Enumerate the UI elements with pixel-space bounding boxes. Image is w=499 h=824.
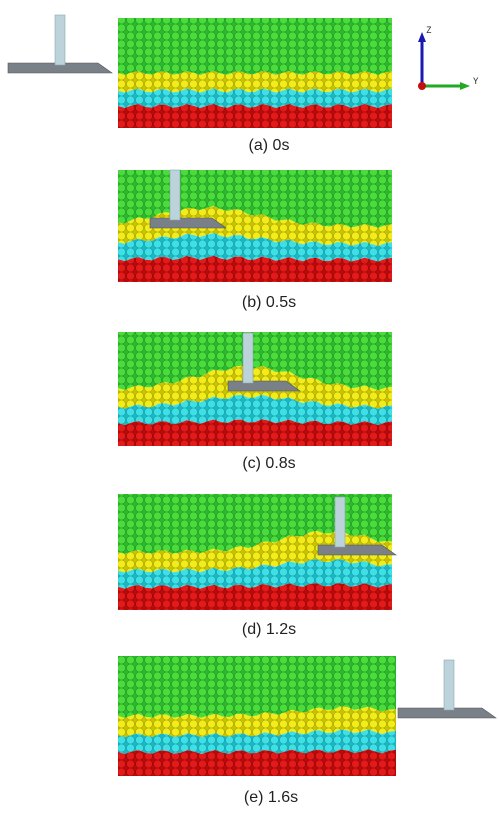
snapshot-panel: (a) 0s [7, 14, 392, 154]
red-layer [118, 104, 392, 128]
green-layer [118, 18, 392, 75]
red-layer [118, 749, 396, 776]
tool-plate [7, 62, 113, 74]
tool-shaft [443, 659, 455, 711]
y-label: Y [473, 77, 479, 87]
tool-shaft [54, 14, 66, 66]
caption: (c) 0.8s [242, 455, 295, 472]
yellow-layer [118, 530, 392, 573]
tool-shaft [334, 496, 346, 548]
red-layer [118, 255, 392, 282]
tool-plate [227, 380, 301, 392]
green-layer [118, 656, 396, 718]
yellow-layer [118, 706, 396, 738]
z-label: Z [426, 26, 432, 36]
green-layer [118, 494, 392, 554]
snapshot-panel: (b) 0.5s [118, 169, 392, 311]
green-layer [118, 332, 392, 391]
yellow-layer [118, 71, 392, 93]
snapshot-panel: (c) 0.8s [118, 332, 392, 472]
caption: (e) 1.6s [244, 789, 298, 806]
cyan-layer [118, 88, 392, 108]
tool-plate [317, 544, 397, 556]
yellow-layer [118, 206, 392, 246]
cyan-layer [118, 729, 396, 754]
snapshot-panel: (d) 1.2s [118, 494, 397, 638]
red-layer [118, 419, 392, 446]
cyan-layer [118, 559, 392, 589]
green-layer [118, 170, 392, 228]
coordinate-axes: Z Y [418, 26, 479, 90]
caption: (a) 0s [249, 137, 290, 154]
red-layer [118, 583, 392, 610]
snapshot-panel: (e) 1.6s [118, 656, 497, 806]
cyan-layer [118, 394, 392, 426]
tool-shaft [242, 332, 254, 384]
caption: (d) 1.2s [242, 621, 296, 638]
tool-shaft [169, 169, 181, 221]
cyan-layer [118, 233, 392, 262]
tool-plate [149, 217, 227, 229]
caption: (b) 0.5s [242, 294, 296, 311]
